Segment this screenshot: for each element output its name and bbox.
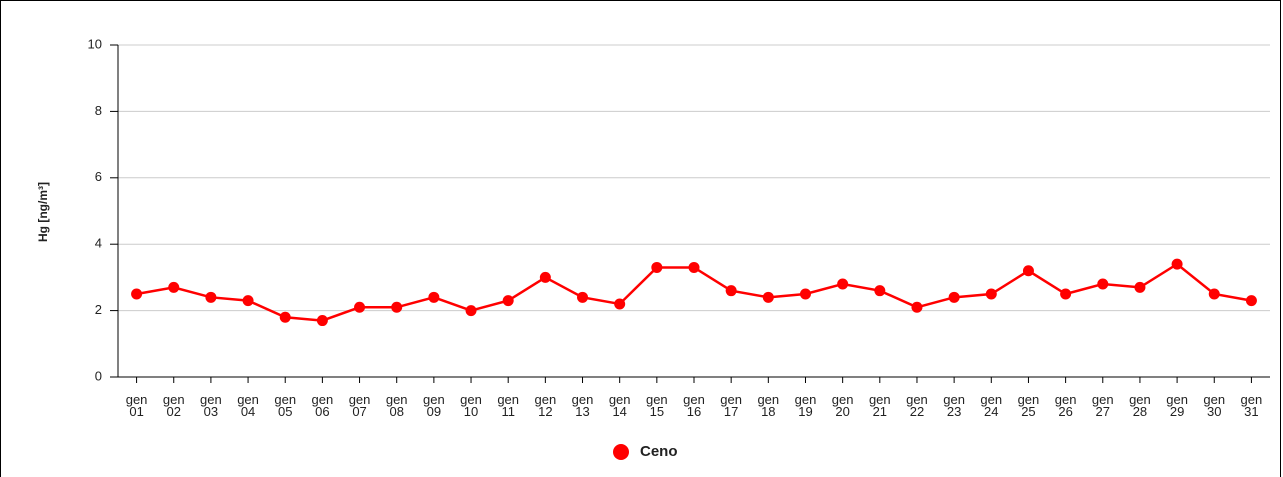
point [316,315,328,327]
x-tick-label: gen 07 [348,392,371,419]
y-tick-label: 8 [95,103,102,118]
x-tick-label: gen 13 [571,392,594,419]
x-tick-label: gen 21 [868,392,891,419]
x-tick-label: gen 23 [943,392,965,419]
y-tick-label: 4 [95,236,102,251]
x-tick-label: gen 15 [645,392,668,419]
x-tick-label: gen 19 [794,392,817,419]
x-tick-label: gen 03 [200,392,222,419]
point [502,295,514,307]
x-tick-label: gen 25 [1017,392,1040,419]
point [465,305,477,317]
y-tick-label: 6 [95,169,102,184]
x-tick-label: gen 30 [1203,392,1226,419]
point [539,271,551,283]
x-tick-label: gen 12 [534,392,557,419]
point [911,301,923,313]
x-tick-label: gen 22 [906,392,928,419]
x-tick-label: gen 18 [757,392,780,419]
x-tick-label: gen 16 [683,392,705,419]
x-tick-label: gen 17 [720,392,742,419]
point [799,288,811,300]
point [168,281,180,293]
x-tick-label: gen 08 [385,392,408,419]
x-tick-label: gen 31 [1240,392,1263,419]
point [1134,281,1146,293]
x-tick-label: gen 02 [162,392,185,419]
y-axis-title: Hg [ng/m³] [36,182,50,242]
point [985,288,997,300]
x-tick-label: gen 14 [608,392,631,419]
point [874,285,886,297]
x-tick-label: gen 09 [423,392,445,419]
x-tick-label: gen 24 [980,392,1003,419]
point [688,261,700,273]
point [1097,278,1109,290]
x-tick-label: gen 06 [311,392,334,419]
x-tick-label: gen 05 [274,392,297,419]
point [1208,288,1220,300]
y-tick-label: 10 [88,36,102,51]
point [837,278,849,290]
x-tick-label: gen 11 [497,392,520,419]
point [725,285,737,297]
point [1171,258,1183,270]
point [242,295,254,307]
point [1022,265,1034,277]
x-tick-label: gen 20 [831,392,854,419]
y-tick-label: 0 [95,368,102,383]
y-tick-label: 2 [95,302,102,317]
x-tick-label: gen 10 [460,392,482,419]
x-tick-label: gen 29 [1166,392,1188,419]
point [391,301,403,313]
point [354,301,366,313]
point [577,291,589,303]
point [948,291,960,303]
x-tick-label: gen 26 [1054,392,1077,419]
point [131,288,143,300]
point [1060,288,1072,300]
point [651,261,663,273]
point [1245,295,1257,307]
x-tick-label: gen 01 [125,392,148,419]
point [614,298,626,310]
point [762,291,774,303]
x-tick-label: gen 28 [1129,392,1151,419]
point [205,291,217,303]
x-tick-label: gen 04 [237,392,259,419]
legend-marker [613,444,629,460]
legend-label: Ceno [640,443,678,460]
point [428,291,440,303]
point [279,311,291,323]
x-tick-label: gen 27 [1091,392,1114,419]
